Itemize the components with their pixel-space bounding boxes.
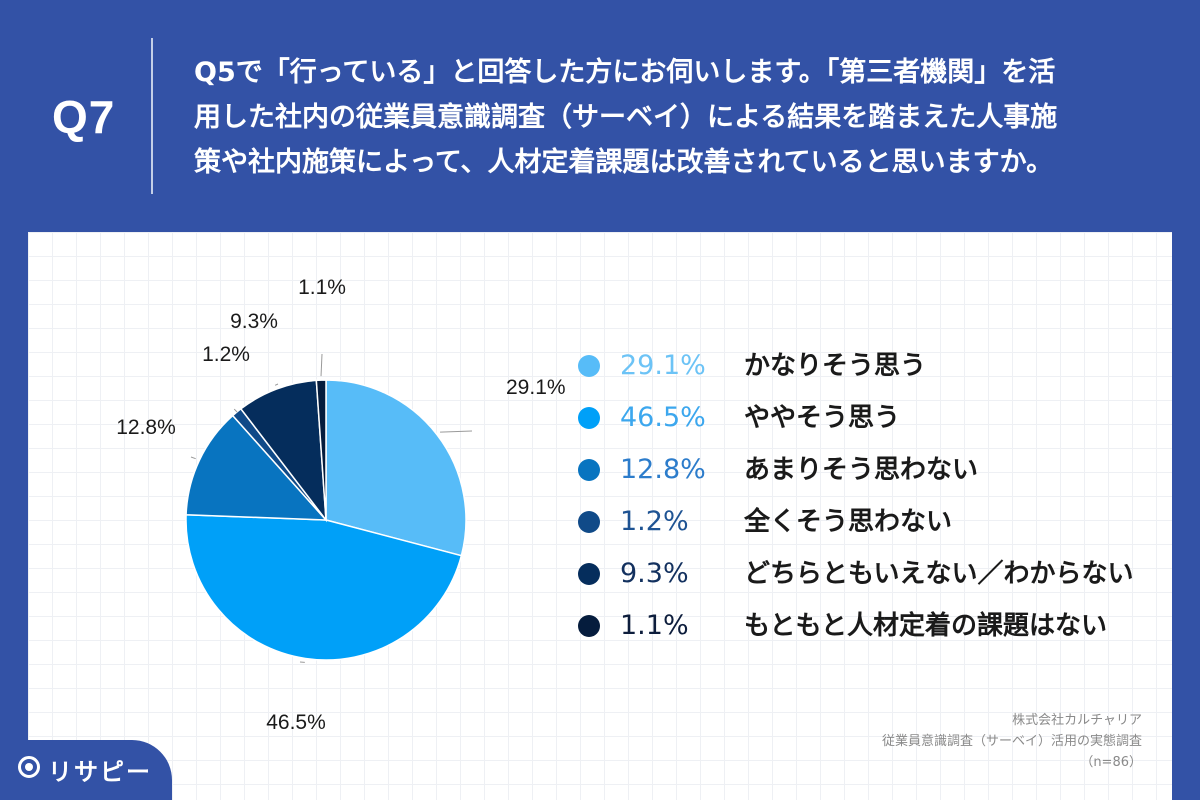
- source-survey: 従業員意識調査（サーベイ）活用の実態調査: [881, 734, 1142, 749]
- slice-value-label: 46.5%: [266, 711, 326, 734]
- slice-value-label: 1.2%: [202, 343, 250, 366]
- legend-label: もともと人材定着の課題はない: [744, 611, 1107, 641]
- leader-line: [440, 430, 473, 433]
- legend-percent: 29.1%: [620, 350, 706, 381]
- pie-slice: [239, 379, 327, 523]
- legend-label: かなりそう思う: [744, 351, 927, 381]
- question-line: 策や社内施策によって、人材定着課題は改善されていると思いますか。: [194, 147, 1054, 178]
- question-line: 用した社内の従業員意識調査（サーベイ）による結果を踏まえた人事施: [194, 102, 1058, 133]
- legend-percent: 9.3%: [620, 558, 689, 589]
- legend-label: どちらともいえない／わからない: [744, 559, 1134, 589]
- source-company: 株式会社カルチャリア: [1012, 713, 1142, 728]
- pin-icon: [18, 756, 40, 778]
- legend-percent: 12.8%: [620, 454, 706, 485]
- source-note: 株式会社カルチャリア 従業員意識調査（サーベイ）活用の実態調査 （n=86）: [882, 710, 1142, 773]
- legend-label: 全くそう思わない: [744, 507, 953, 537]
- slice-value-label: 1.1%: [298, 276, 346, 299]
- question-text: Q5で「行っている」と回答した方にお伺いします。「第三者機関」を活 用した社内の…: [194, 50, 1169, 185]
- legend-dot: [578, 459, 600, 481]
- leader-line: [274, 383, 279, 386]
- legend-dot: [578, 355, 600, 377]
- slice-value-label: 9.3%: [230, 310, 278, 333]
- legend-dot: [578, 615, 600, 637]
- legend-dot: [578, 511, 600, 533]
- brand-name: リサピー: [48, 758, 152, 786]
- pie-slice: [325, 379, 467, 557]
- legend-percent: 1.1%: [620, 610, 689, 641]
- question-number: Q7: [52, 91, 116, 143]
- source-sample: （n=86）: [1080, 755, 1142, 770]
- legend-percent: 46.5%: [620, 402, 706, 433]
- leader-line: [190, 456, 196, 460]
- legend-dot: [578, 563, 600, 585]
- pie-slice: [185, 414, 328, 521]
- pie-chart: 29.1% 46.5% 12.8% 1.2% 9.3% 1.1%: [116, 276, 566, 734]
- chart-panel: 29.1% 46.5% 12.8% 1.2% 9.3% 1.1% 29.1% かなりそう思…: [28, 232, 1172, 800]
- brand-logo: リサピー: [0, 740, 172, 800]
- leader-line: [320, 353, 323, 377]
- header: Q7 Q5で「行っている」と回答した方にお伺いします。「第三者機関」を活 用した…: [0, 0, 1200, 230]
- question-line: Q5で「行っている」と回答した方にお伺いします。「第三者機関」を活: [194, 57, 1056, 88]
- legend-label: ややそう思う: [744, 403, 901, 433]
- header-divider: [151, 38, 153, 194]
- pin-dot: [25, 763, 33, 771]
- legend-percent: 1.2%: [620, 506, 689, 537]
- pie-slice: [185, 513, 463, 661]
- slice-value-label: 29.1%: [506, 376, 566, 399]
- pie-slice: [315, 379, 327, 521]
- legend-label: あまりそう思わない: [744, 455, 979, 485]
- legend-dot: [578, 407, 600, 429]
- slice-value-label: 12.8%: [116, 416, 176, 439]
- leader-line: [233, 408, 238, 413]
